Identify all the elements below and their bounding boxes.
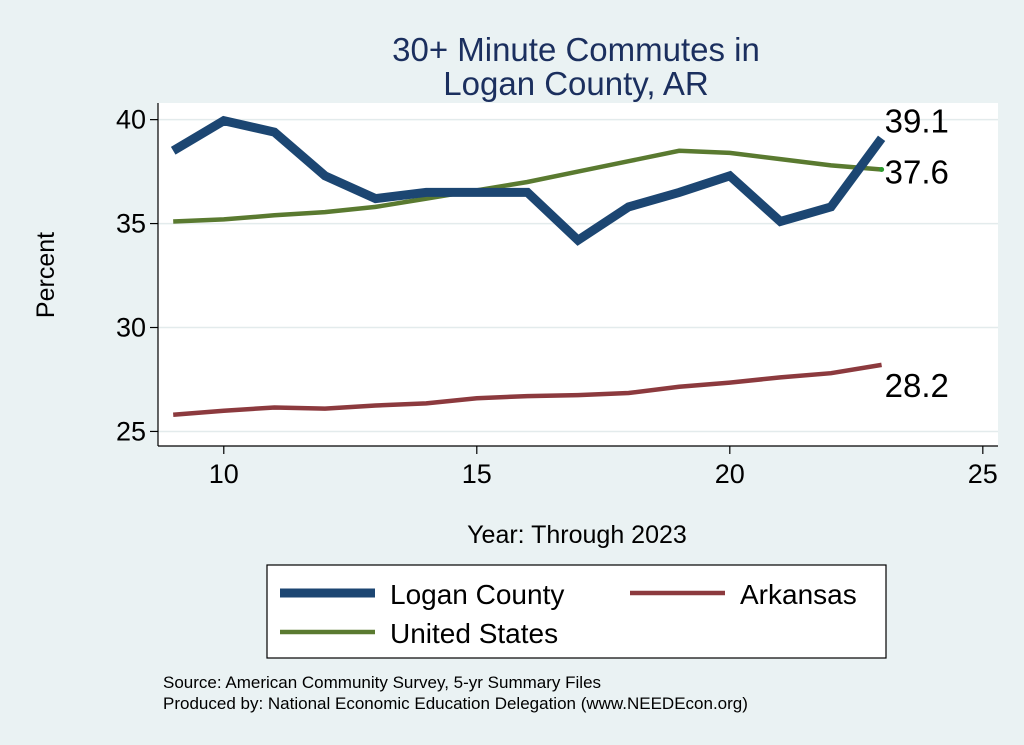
produced-by-note: Produced by: National Economic Education…: [163, 694, 748, 713]
legend: Logan County Arkansas United States: [266, 564, 887, 659]
series-line-arkansas: [173, 362, 882, 418]
legend-label-arkansas: Arkansas: [740, 579, 857, 610]
plot-area: [158, 103, 998, 446]
series-line-united-states: [173, 148, 882, 224]
end-label-arkansas: 28.2: [885, 367, 949, 404]
x-tick-label: 25: [968, 459, 998, 489]
x-axis-title: Year: Through 2023: [467, 521, 687, 549]
ticks: 25 30 35 40 10 15 20 25: [116, 105, 998, 489]
us-end-marker: [879, 167, 885, 173]
end-label-united-states: 37.6: [885, 154, 949, 191]
y-axis-title: Percent: [32, 232, 60, 318]
x-tick-label: 10: [209, 459, 239, 489]
legend-box: [266, 564, 887, 659]
legend-label-logan-county: Logan County: [390, 579, 564, 610]
x-tick-label: 20: [715, 459, 745, 489]
legend-label-united-states: United States: [390, 618, 558, 649]
end-labels: 39.1 28.2 37.6: [885, 102, 949, 404]
y-tick-label: 25: [116, 416, 146, 446]
y-tick-label: 40: [116, 105, 146, 135]
y-tick-label: 30: [116, 313, 146, 343]
chart-title-line-2: Logan County, AR: [443, 65, 708, 102]
series-line-logan-county: [170, 115, 886, 246]
axes: [157, 103, 998, 447]
series-lines: [170, 115, 886, 418]
x-tick-label: 15: [462, 459, 492, 489]
y-tick-label: 35: [116, 209, 146, 239]
gridlines: [158, 118, 998, 433]
chart-title-line-1: 30+ Minute Commutes in: [392, 31, 760, 68]
source-note: Source: American Community Survey, 5-yr …: [163, 673, 601, 692]
end-label-logan-county: 39.1: [885, 102, 949, 139]
